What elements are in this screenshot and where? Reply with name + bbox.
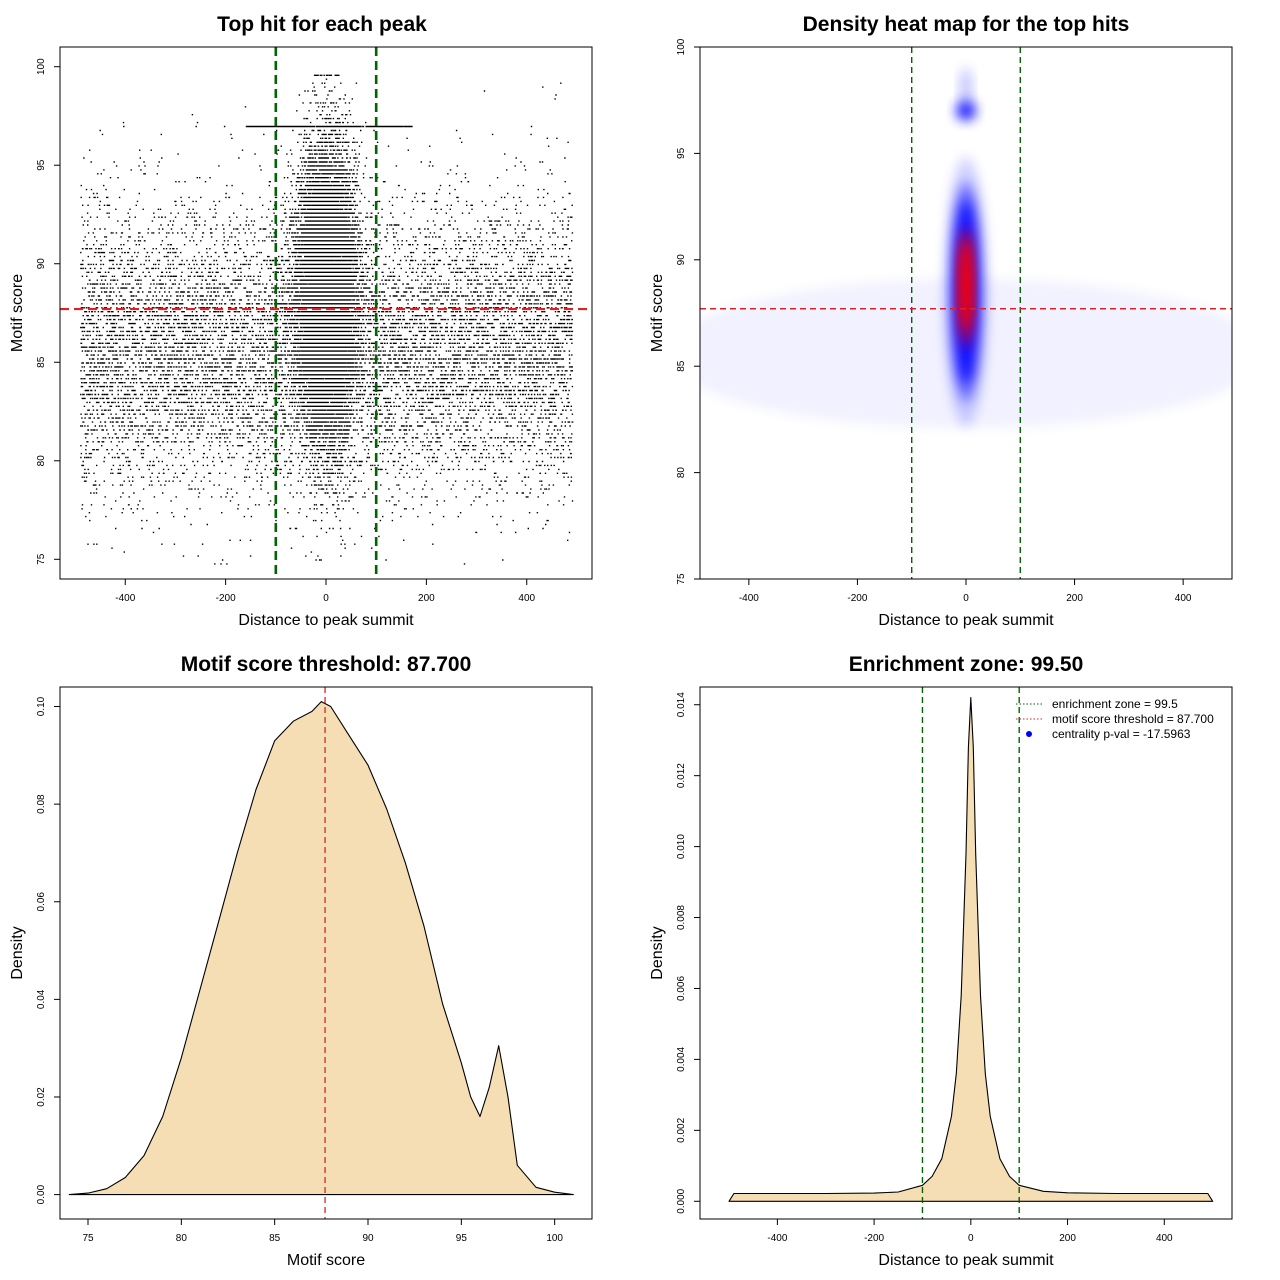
- y-tick-label: 0.014: [676, 692, 687, 717]
- heat-spot-97-halo: [960, 67, 972, 112]
- heatmap-density: [700, 67, 1232, 429]
- y-tick-label: 80: [36, 455, 47, 467]
- x-tick-label: 400: [518, 593, 535, 604]
- density-area: [68, 701, 574, 1196]
- y-tick-label: 85: [36, 356, 47, 368]
- distance-density-y-axis-label: Density: [649, 926, 666, 979]
- x-tick-label: 400: [1156, 1233, 1173, 1244]
- x-tick-label: -200: [864, 1233, 884, 1244]
- panel-heatmap: Density heat map for the top hits -400 -2…: [649, 13, 1233, 629]
- y-tick-label: 0.004: [676, 1046, 687, 1071]
- y-tick-label: 0.04: [36, 989, 47, 1009]
- heat-core: [960, 240, 972, 331]
- distance-density-area: [728, 697, 1214, 1202]
- y-tick-label: 95: [676, 147, 687, 159]
- score-density-y-axis-label: Density: [9, 926, 26, 979]
- y-tick-label: 0.008: [676, 905, 687, 930]
- scatter-y-ticks: 75 80 85 90 95 100: [36, 58, 61, 565]
- legend-centrality-pval: centrality p-val = -17.5963: [1052, 727, 1191, 741]
- score-density-y-ticks: 0.00 0.02 0.04 0.06 0.08 0.10: [36, 696, 61, 1204]
- score-density-x-axis-label: Motif score: [287, 1252, 365, 1269]
- x-tick-label: 400: [1175, 593, 1192, 604]
- y-tick-label: 100: [676, 38, 687, 55]
- x-tick-label: 200: [1059, 1233, 1076, 1244]
- x-tick-label: 0: [963, 593, 969, 604]
- legend: enrichment zone = 99.5 motif score thres…: [1016, 697, 1214, 741]
- x-tick-label: 80: [176, 1233, 188, 1244]
- y-tick-label: 0.006: [676, 976, 687, 1001]
- x-tick-label: 200: [418, 593, 435, 604]
- y-tick-label: 75: [676, 573, 687, 585]
- x-tick-label: 90: [362, 1233, 374, 1244]
- panel-scatter: Top hit for each peak -400 -200 0 200 400 75…: [9, 13, 593, 629]
- distance-density-title: Enrichment zone: 99.50: [849, 653, 1084, 676]
- y-tick-label: 75: [36, 553, 47, 565]
- x-tick-label: -400: [115, 593, 135, 604]
- x-tick-label: 0: [323, 593, 329, 604]
- heatmap-x-ticks: -400 -200 0 200 400: [739, 578, 1192, 604]
- x-tick-label: 200: [1066, 593, 1083, 604]
- x-tick-label: 85: [269, 1233, 281, 1244]
- heatmap-x-axis-label: Distance to peak summit: [878, 612, 1054, 629]
- y-tick-label: 90: [676, 254, 687, 266]
- legend-pval-dot: [1026, 731, 1032, 737]
- y-tick-label: 0.00: [36, 1184, 47, 1204]
- y-tick-label: 85: [676, 360, 687, 372]
- scatter-y-axis-label: Motif score: [9, 274, 26, 352]
- distance-density-x-ticks: -400 -200 0 200 400: [767, 1218, 1173, 1244]
- y-tick-label: 0.002: [676, 1117, 687, 1142]
- heatmap-reference-lines: [700, 47, 1232, 579]
- panel-score-density: Motif score threshold: 87.700 75 80 85 90 95…: [9, 653, 593, 1269]
- score-density-x-ticks: 75 80 85 90 95 100: [82, 1218, 563, 1244]
- scatter-title: Top hit for each peak: [217, 13, 427, 36]
- y-tick-label: 95: [36, 159, 47, 171]
- scatter-x-ticks: -400 -200 0 200 400: [115, 578, 536, 604]
- y-tick-label: 0.02: [36, 1087, 47, 1107]
- legend-motif-threshold: motif score threshold = 87.700: [1052, 712, 1214, 726]
- distance-density-y-ticks: 0.000 0.002 0.004 0.006 0.008 0.010 0.012 0.014: [676, 692, 701, 1214]
- y-tick-label: 0.010: [676, 834, 687, 859]
- distance-density-reference-lines: [921, 687, 1020, 1219]
- x-tick-label: 75: [82, 1233, 94, 1244]
- y-tick-label: 0.06: [36, 892, 47, 912]
- scatter-points: [80, 74, 574, 565]
- x-tick-label: 95: [456, 1233, 468, 1244]
- x-tick-label: -400: [767, 1233, 787, 1244]
- y-tick-label: 0.10: [36, 696, 47, 716]
- density-area: [728, 697, 1214, 1202]
- distance-density-x-axis-label: Distance to peak summit: [878, 1252, 1054, 1269]
- x-tick-label: 100: [546, 1233, 563, 1244]
- score-density-title: Motif score threshold: 87.700: [181, 653, 472, 676]
- y-tick-label: 90: [36, 258, 47, 270]
- x-tick-label: -400: [739, 593, 759, 604]
- heatmap-title: Density heat map for the top hits: [803, 13, 1130, 36]
- heatmap-y-axis-label: Motif score: [649, 274, 666, 352]
- y-tick-label: 0.000: [676, 1188, 687, 1213]
- scatter-reference-lines: [60, 47, 592, 579]
- scatter-x-axis-label: Distance to peak summit: [238, 612, 414, 629]
- y-tick-label: 80: [676, 467, 687, 479]
- y-tick-label: 100: [36, 58, 47, 75]
- panel-distance-density: Enrichment zone: 99.50 -400 -200 0 200 400 0…: [649, 653, 1233, 1269]
- y-tick-label: 0.012: [676, 763, 687, 788]
- legend-enrichment-zone: enrichment zone = 99.5: [1052, 697, 1178, 711]
- x-tick-label: 0: [968, 1233, 974, 1244]
- y-tick-label: 0.08: [36, 794, 47, 814]
- heatmap-y-ticks: 75 80 85 90 95 100: [676, 38, 701, 585]
- x-tick-label: -200: [216, 593, 236, 604]
- score-density-area: [68, 701, 574, 1196]
- scatter-point-cloud: [80, 74, 574, 565]
- x-tick-label: -200: [847, 593, 867, 604]
